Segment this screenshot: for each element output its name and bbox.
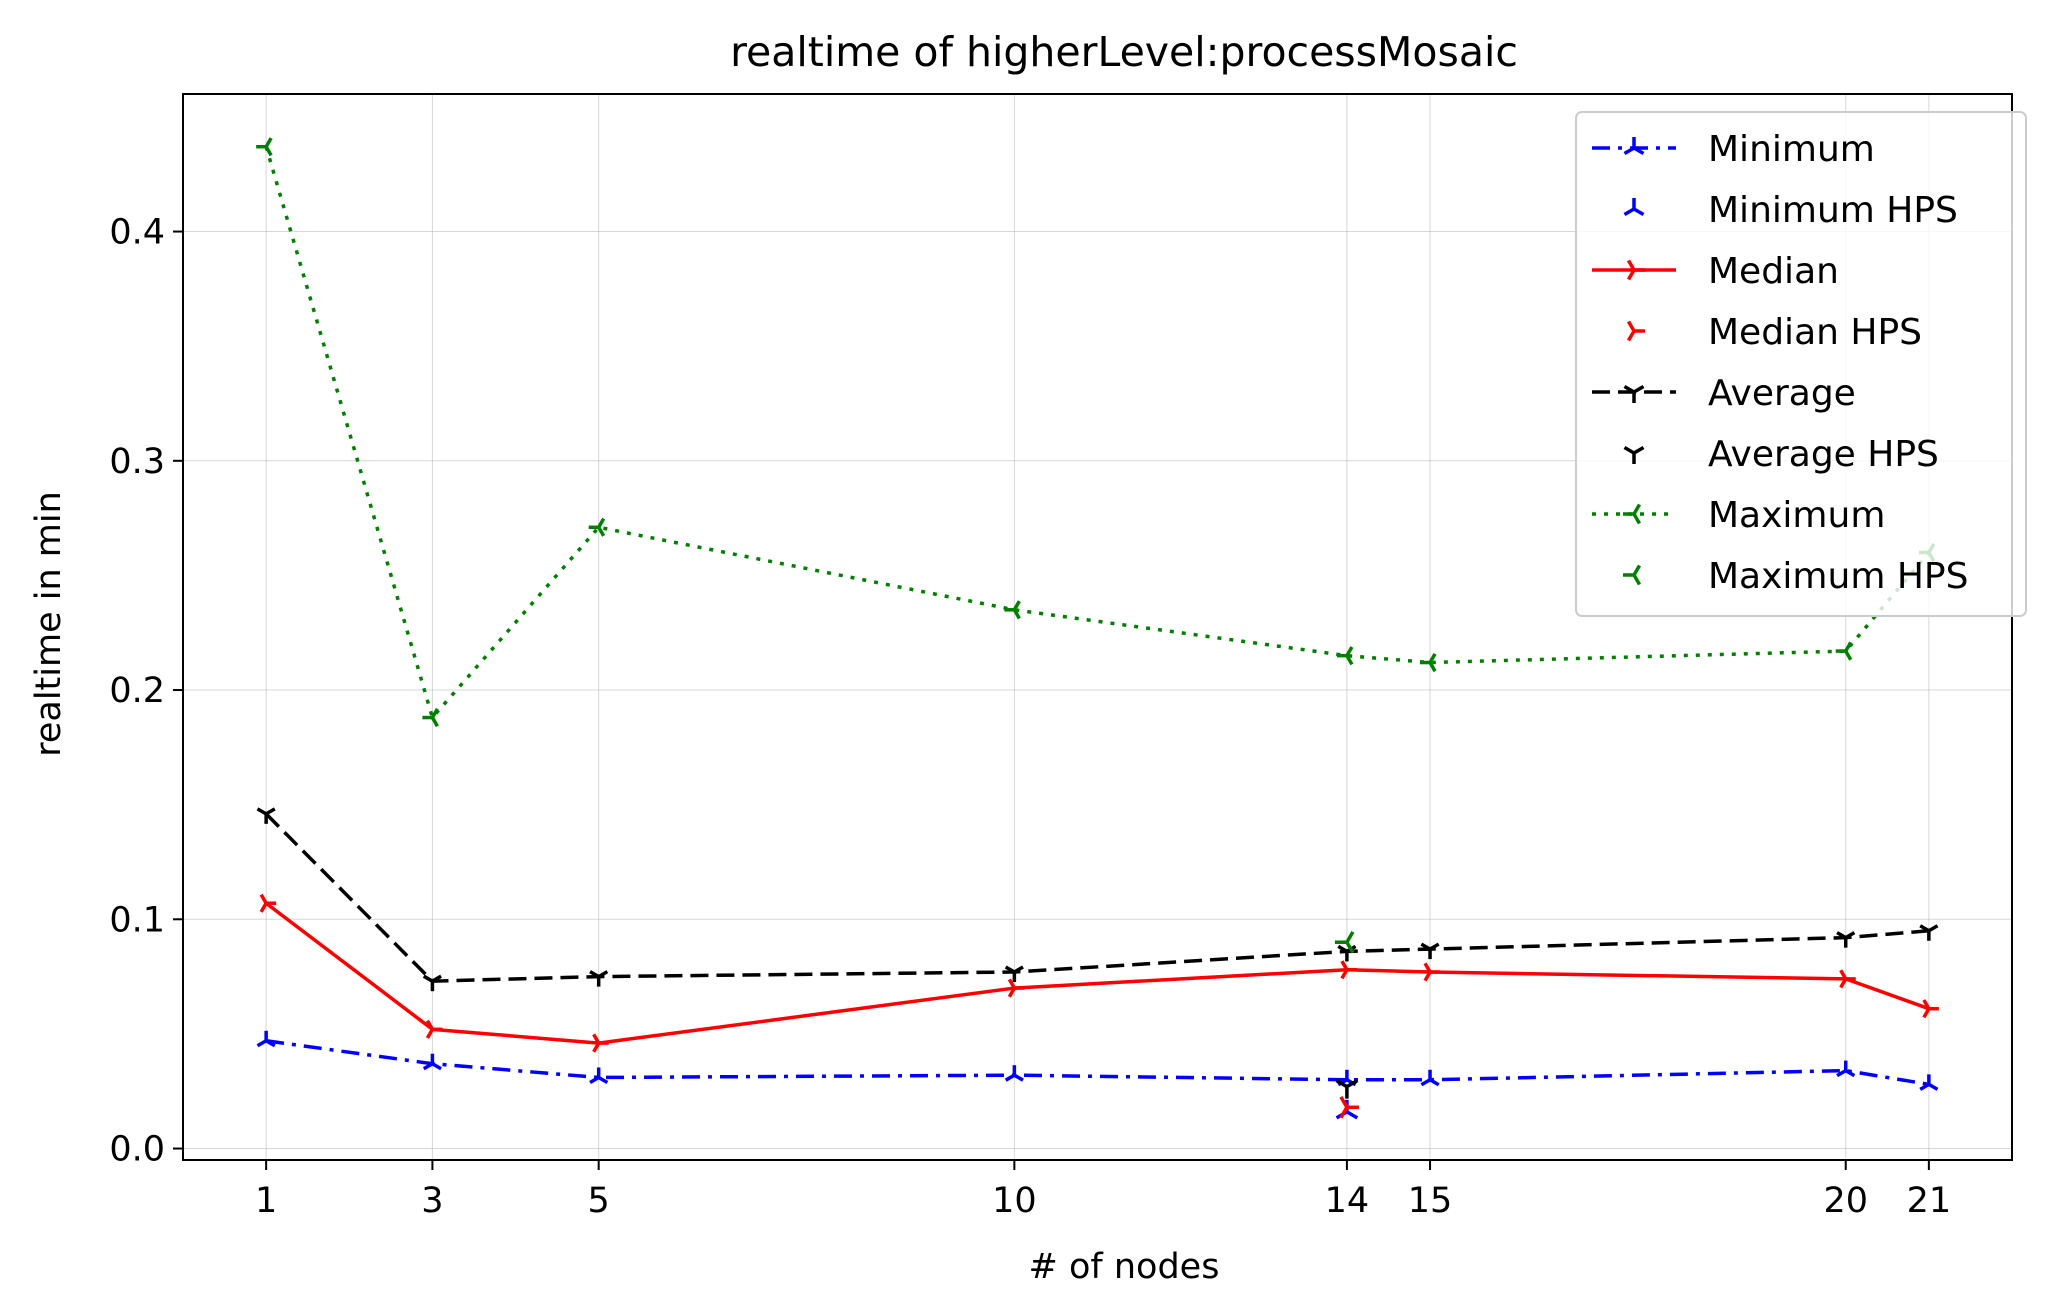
legend-marker bbox=[1623, 445, 1645, 464]
data-point-marker bbox=[1420, 942, 1440, 960]
data-point-marker bbox=[1340, 960, 1357, 980]
data-point-marker bbox=[589, 1067, 609, 1084]
data-point-marker bbox=[1007, 978, 1025, 998]
data-point-marker bbox=[1922, 999, 1939, 1019]
data-point-marker bbox=[592, 1033, 609, 1053]
hps-point bbox=[1335, 1079, 1359, 1099]
data-point-marker bbox=[1420, 1069, 1440, 1087]
y-tick-label: 0.1 bbox=[109, 900, 165, 940]
legend-entry: Minimum bbox=[1592, 129, 1875, 170]
data-point-marker bbox=[1836, 1060, 1856, 1078]
legend-marker bbox=[1623, 137, 1645, 156]
data-point-marker bbox=[1839, 969, 1856, 989]
data-point-marker bbox=[256, 1030, 276, 1048]
data-point-marker bbox=[1423, 962, 1441, 982]
x-tick-label: 5 bbox=[588, 1181, 610, 1221]
data-point-marker bbox=[1004, 1065, 1024, 1082]
legend-marker bbox=[1626, 320, 1645, 342]
series-line bbox=[265, 1039, 1930, 1087]
x-axis-ticks: 1 3 5 10 14 15 20 21 bbox=[255, 1160, 1951, 1221]
x-tick-label: 1 bbox=[255, 1181, 277, 1221]
x-tick-label: 3 bbox=[421, 1181, 443, 1221]
x-tick-label: 20 bbox=[1823, 1181, 1868, 1221]
legend-entry: Median bbox=[1592, 251, 1839, 292]
y-tick-label: 0.3 bbox=[109, 442, 165, 482]
chart-title: realtime of higherLevel:processMosaic bbox=[730, 28, 1518, 76]
hps-point bbox=[1334, 930, 1355, 954]
data-point-marker bbox=[256, 137, 273, 157]
x-tick-label: 14 bbox=[1325, 1181, 1370, 1221]
data-point-marker bbox=[1919, 1074, 1939, 1091]
data-point-marker bbox=[1836, 931, 1856, 948]
series-minimum bbox=[256, 1030, 1939, 1091]
series-line bbox=[264, 812, 1930, 983]
legend-marker bbox=[1623, 384, 1645, 403]
legend-label: Minimum bbox=[1708, 129, 1875, 170]
legend-entry: Maximum bbox=[1592, 495, 1885, 536]
data-point-marker bbox=[422, 974, 442, 992]
data-point-marker bbox=[259, 893, 277, 913]
data-point-marker bbox=[1919, 924, 1939, 941]
legend-label: Average bbox=[1708, 373, 1856, 414]
series-line bbox=[264, 146, 1931, 720]
legend-marker bbox=[1626, 259, 1645, 281]
series-average bbox=[256, 807, 1939, 992]
series-median bbox=[259, 893, 1939, 1053]
data-point-marker bbox=[1835, 641, 1853, 661]
legend-entry: Maximum HPS bbox=[1623, 556, 1968, 597]
data-point-marker bbox=[425, 1019, 443, 1039]
legend-entry: Average HPS bbox=[1623, 434, 1939, 475]
data-point-marker bbox=[1336, 646, 1354, 666]
legend-label: Average HPS bbox=[1708, 434, 1939, 475]
legend-entry: Minimum HPS bbox=[1623, 190, 1958, 231]
legend-label: Maximum HPS bbox=[1708, 556, 1968, 597]
x-tick-label: 15 bbox=[1408, 1181, 1453, 1221]
legend-label: Minimum HPS bbox=[1708, 190, 1958, 231]
data-point-marker bbox=[1004, 600, 1021, 620]
data-point-marker bbox=[422, 1053, 442, 1071]
legend-label: Median HPS bbox=[1708, 312, 1922, 353]
y-tick-label: 0.4 bbox=[109, 213, 165, 253]
legend-entry: Average bbox=[1592, 373, 1856, 414]
x-tick-label: 10 bbox=[992, 1181, 1037, 1221]
legend: Minimum Minimum HPS Median Median HPS Averag… bbox=[1575, 111, 2027, 617]
y-tick-label: 0.2 bbox=[109, 671, 165, 711]
y-axis-ticks: 0.0 0.1 0.2 0.3 0.4 bbox=[109, 213, 183, 1170]
legend-label: Median bbox=[1708, 251, 1839, 292]
data-point-marker bbox=[1004, 965, 1024, 983]
x-tick-label: 21 bbox=[1907, 1181, 1952, 1221]
series-line bbox=[265, 901, 1930, 1045]
hps-layer bbox=[1334, 930, 1359, 1120]
plot-frame bbox=[182, 93, 2013, 1161]
legend-marker bbox=[1623, 503, 1642, 525]
legend-box bbox=[1575, 111, 2027, 617]
x-axis-label: # of nodes bbox=[1029, 1247, 1220, 1287]
data-point-marker bbox=[256, 807, 276, 824]
y-tick-label: 0.0 bbox=[109, 1130, 165, 1170]
data-point-marker bbox=[588, 517, 606, 537]
data-point-marker bbox=[589, 970, 609, 987]
legend-label: Maximum bbox=[1708, 495, 1885, 536]
legend-marker bbox=[1623, 564, 1642, 586]
legend-marker bbox=[1623, 198, 1645, 217]
y-axis-label: realtime in min bbox=[29, 491, 69, 757]
legend-entry: Median HPS bbox=[1626, 312, 1922, 353]
series-layer bbox=[256, 137, 1939, 1091]
data-point-marker bbox=[422, 708, 439, 728]
data-point-marker bbox=[1420, 652, 1437, 673]
hps-point bbox=[1339, 1096, 1359, 1119]
